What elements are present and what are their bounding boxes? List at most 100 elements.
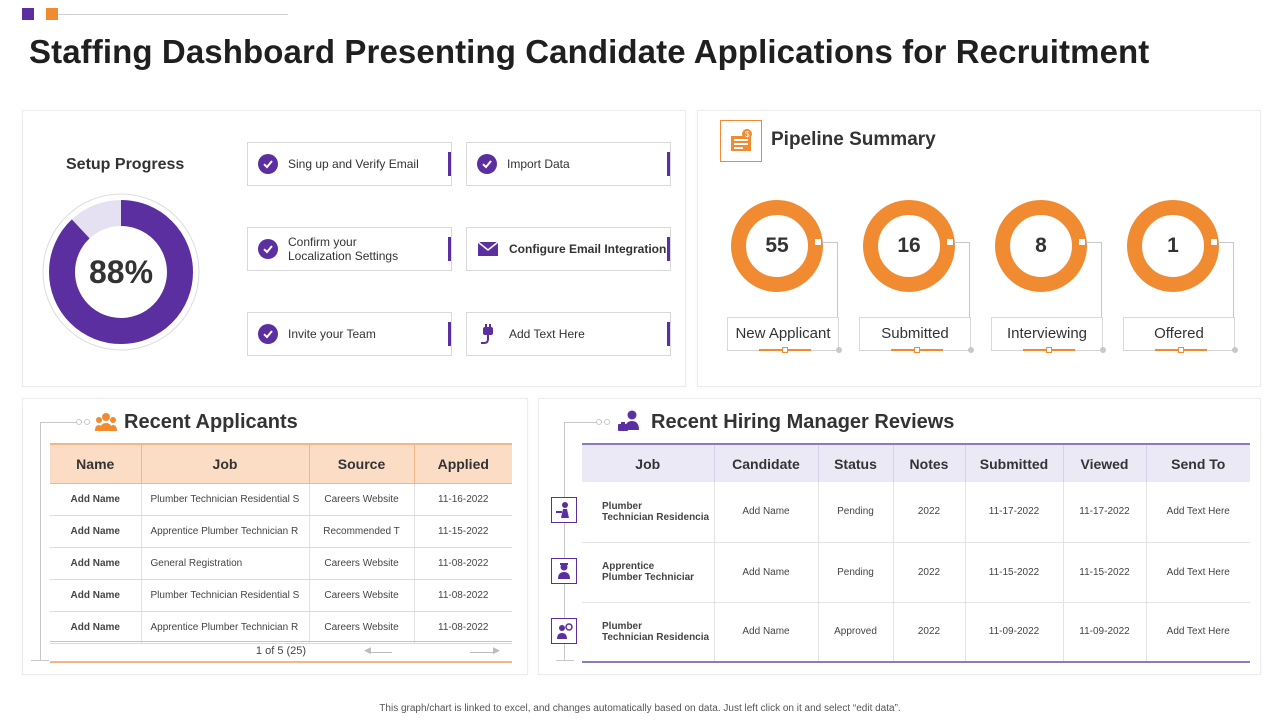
cell-applied: 11-08-2022 (414, 547, 512, 580)
manager-icon (617, 410, 641, 437)
connector-line (818, 242, 838, 318)
table-row[interactable]: Add Name General Registration Careers We… (50, 547, 512, 580)
cell-name: Add Name (50, 515, 142, 548)
column-header[interactable]: Viewed (1063, 443, 1147, 482)
pager-prev-icon[interactable]: ◀ (364, 645, 371, 655)
cell-applied: 11-08-2022 (414, 611, 512, 644)
check-circle-icon (258, 239, 278, 259)
task-invite-team[interactable]: Invite your Team (247, 312, 452, 356)
section-bracket (564, 422, 596, 423)
cell-status: Pending (818, 542, 894, 603)
task-label: Invite your Team (288, 327, 376, 341)
pager-next-icon[interactable]: ▶ (493, 645, 500, 655)
column-header[interactable]: Notes (893, 443, 966, 482)
stage-accent-knob (1046, 347, 1052, 353)
cell-send-to: Add Text Here (1146, 602, 1250, 663)
column-header[interactable]: Send To (1146, 443, 1250, 482)
cell-notes: 2022 (893, 482, 966, 543)
pipeline-stage-new-applicant[interactable]: New Applicant (727, 317, 839, 351)
ring-knob (1078, 238, 1086, 246)
cell-name: Add Name (50, 579, 142, 612)
connector-line (1082, 242, 1102, 318)
column-header[interactable]: Job (582, 443, 715, 482)
cell-source: Careers Website (309, 483, 415, 516)
task-label: Import Data (507, 157, 570, 171)
donut-progress-arc (49, 200, 193, 344)
ring-knob (814, 238, 822, 246)
cell-viewed: 11-15-2022 (1063, 542, 1147, 603)
pipeline-count-interviewing: 8 (995, 200, 1087, 292)
bracket-node (596, 419, 602, 425)
applicants-pager: ◀ 1 of 5 (25) ▶ (50, 641, 512, 663)
task-add-text[interactable]: Add Text Here (466, 312, 671, 356)
cell-submitted: 11-15-2022 (965, 542, 1064, 603)
column-header[interactable]: Status (818, 443, 894, 482)
pipeline-icon: $ (720, 120, 762, 162)
pipeline-stage-submitted[interactable]: Submitted (859, 317, 971, 351)
pipeline-count-new-applicant: 55 (731, 200, 823, 292)
recent-applicants-table: Name Job Source Applied Add Name Plumber… (50, 443, 512, 644)
setup-progress-percent: 88% (88, 254, 154, 290)
bracket-foot (31, 660, 49, 661)
ring-knob (1210, 238, 1218, 246)
check-circle-icon (258, 154, 278, 174)
cell-submitted: 11-09-2022 (965, 602, 1064, 663)
pipeline-stage-interviewing[interactable]: Interviewing (991, 317, 1103, 351)
task-verify-email[interactable]: Sing up and Verify Email (247, 142, 452, 186)
cell-applied: 11-15-2022 (414, 515, 512, 548)
column-header[interactable]: Submitted (965, 443, 1064, 482)
pipeline-count-submitted: 16 (863, 200, 955, 292)
task-label: Confirm your Localization Settings (288, 235, 399, 263)
column-header[interactable]: Applied (414, 443, 512, 484)
stage-accent-knob (914, 347, 920, 353)
column-header[interactable]: Source (309, 443, 415, 484)
page-title: Staffing Dashboard Presenting Candidate … (29, 33, 1150, 70)
cell-status: Pending (818, 482, 894, 543)
table-row[interactable]: Plumber Technician Residencia Add Name P… (582, 482, 1250, 543)
pipeline-stage-offered[interactable]: Offered (1123, 317, 1235, 351)
cell-source: Careers Website (309, 547, 415, 580)
table-header-row: Name Job Source Applied (50, 443, 512, 484)
cell-job: Plumber Technician Residential S (141, 579, 310, 612)
pager-label: 1 of 5 (25) (255, 645, 307, 657)
cell-send-to: Add Text Here (1146, 482, 1250, 543)
stage-dot (1100, 347, 1106, 353)
table-row[interactable]: Apprentice Plumber Techniciar Add Name P… (582, 542, 1250, 603)
svg-text:$: $ (745, 130, 750, 139)
hiring-reviews-table: Job Candidate Status Notes Submitted Vie… (582, 443, 1250, 663)
setup-progress-title: Setup Progress (66, 156, 185, 173)
cell-applied: 11-08-2022 (414, 579, 512, 612)
cell-status: Approved (818, 602, 894, 663)
cell-notes: 2022 (893, 602, 966, 663)
section-vertical-line (564, 422, 565, 660)
bracket-node (84, 419, 90, 425)
task-localization-settings[interactable]: Confirm your Localization Settings (247, 227, 452, 271)
table-row[interactable]: Add Name Plumber Technician Residential … (50, 483, 512, 516)
column-header[interactable]: Job (141, 443, 310, 484)
connector-line (950, 242, 970, 318)
table-row[interactable]: Plumber Technician Residencia Add Name A… (582, 602, 1250, 663)
task-import-data[interactable]: Import Data (466, 142, 671, 186)
table-row[interactable]: Add Name Plumber Technician Residential … (50, 579, 512, 612)
cell-name: Add Name (50, 483, 142, 516)
stage-accent-knob (782, 347, 788, 353)
column-header[interactable]: Name (50, 443, 142, 484)
cell-viewed: 11-17-2022 (1063, 482, 1147, 543)
bracket-node (604, 419, 610, 425)
cell-name: Add Name (50, 611, 142, 644)
plug-icon (477, 324, 499, 344)
stage-dot (836, 347, 842, 353)
column-header[interactable]: Candidate (714, 443, 819, 482)
stage-accent-knob (1178, 347, 1184, 353)
connector-line (1214, 242, 1234, 318)
table-row[interactable]: Add Name Apprentice Plumber Technician R… (50, 611, 512, 644)
pager-prev-line (368, 652, 392, 653)
task-email-integration[interactable]: Configure Email Integration (466, 227, 671, 271)
table-row[interactable]: Add Name Apprentice Plumber Technician R… (50, 515, 512, 548)
footer-note: This graph/chart is linked to excel, and… (379, 703, 901, 714)
cell-job: Apprentice Plumber Techniciar (582, 542, 715, 603)
tools-icon (551, 618, 577, 644)
cell-candidate: Add Name (714, 602, 819, 663)
cell-job: Plumber Technician Residential S (141, 483, 310, 516)
task-label: Configure Email Integration (509, 242, 667, 256)
